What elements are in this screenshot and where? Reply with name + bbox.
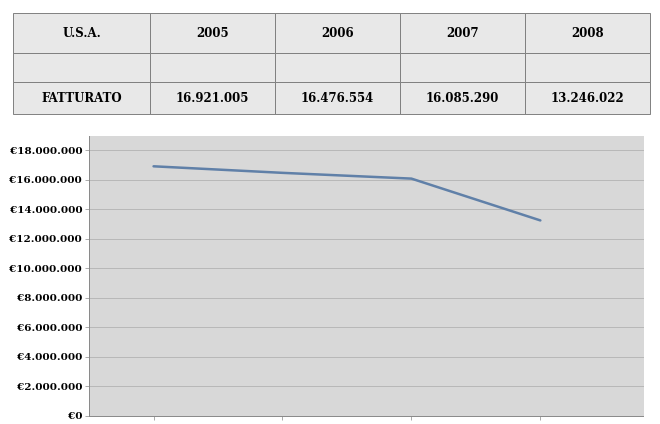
Text: 16.921.005: 16.921.005 bbox=[176, 92, 249, 105]
Bar bbox=[400, 13, 525, 53]
Text: 2005: 2005 bbox=[196, 27, 229, 39]
Text: 16.085.290: 16.085.290 bbox=[426, 92, 499, 105]
Bar bbox=[275, 13, 400, 53]
Bar bbox=[275, 82, 400, 114]
Bar bbox=[525, 13, 650, 53]
Text: 2006: 2006 bbox=[321, 27, 354, 39]
Bar bbox=[150, 53, 275, 82]
Text: U.S.A.: U.S.A. bbox=[62, 27, 101, 39]
Bar bbox=[525, 82, 650, 114]
Bar bbox=[525, 53, 650, 82]
Bar bbox=[13, 53, 150, 82]
Text: FATTURATO: FATTURATO bbox=[42, 92, 122, 105]
Text: 2008: 2008 bbox=[571, 27, 604, 39]
Bar bbox=[275, 53, 400, 82]
Bar bbox=[400, 53, 525, 82]
Bar bbox=[400, 82, 525, 114]
Text: 16.476.554: 16.476.554 bbox=[301, 92, 374, 105]
Bar bbox=[150, 13, 275, 53]
Bar bbox=[150, 82, 275, 114]
Text: 2007: 2007 bbox=[446, 27, 478, 39]
Bar bbox=[13, 13, 150, 53]
Text: 13.246.022: 13.246.022 bbox=[550, 92, 624, 105]
Bar bbox=[13, 82, 150, 114]
